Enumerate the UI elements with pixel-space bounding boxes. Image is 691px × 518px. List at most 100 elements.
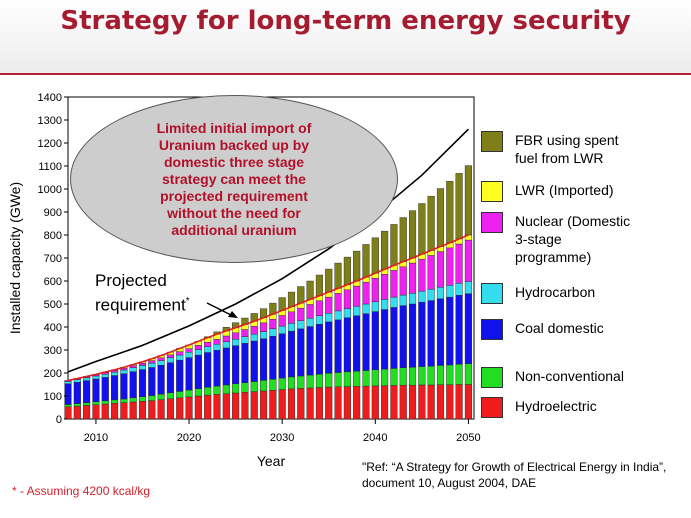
bar-segment	[353, 306, 361, 316]
bar-segment	[297, 307, 305, 321]
bar-segment	[176, 391, 184, 399]
y-tick-label: 1100	[38, 161, 62, 173]
bar-segment	[213, 344, 221, 351]
bar-segment	[166, 362, 174, 393]
bar-segment	[259, 380, 268, 392]
bar-segment	[232, 383, 240, 394]
bar-segment	[101, 373, 109, 378]
bar-segment	[446, 364, 454, 385]
bar-segment	[241, 382, 249, 393]
legend-swatch	[481, 367, 503, 388]
legend-item: Nuclear (Domestic 3-stage programme)	[481, 212, 630, 266]
y-tick-label: 700	[44, 253, 62, 265]
bar-segment	[362, 303, 370, 314]
bar-segment	[166, 354, 174, 359]
y-tick-label: 500	[44, 299, 62, 311]
bar-segment	[83, 405, 91, 420]
legend-item: LWR (Imported)	[481, 181, 614, 202]
bar-segment	[185, 389, 193, 398]
bar-segment	[408, 367, 417, 386]
y-tick-label: 0	[56, 414, 62, 426]
bar-segment	[418, 203, 426, 255]
bar-segment	[92, 401, 100, 405]
bar-segment	[204, 387, 212, 396]
projected-requirement-text: Projected requirement	[95, 271, 186, 315]
bar-segment	[92, 378, 100, 402]
bar-segment	[436, 287, 445, 299]
bar-segment	[157, 393, 165, 400]
bar-segment	[353, 370, 361, 387]
bar-segment	[185, 348, 193, 353]
bar-segment	[408, 303, 417, 368]
bar-segment	[399, 384, 407, 420]
bar-segment	[455, 384, 463, 420]
bar-segment	[64, 383, 72, 405]
bar-segment	[315, 300, 323, 316]
bar-segment	[325, 321, 333, 374]
y-tick-label: 100	[44, 391, 62, 403]
bar-segment	[83, 402, 91, 406]
y-tick-label: 1400	[38, 92, 62, 104]
bar-segment	[371, 311, 379, 370]
bar-segment	[148, 400, 156, 420]
bar-segment	[157, 360, 165, 366]
bar-segment	[111, 399, 119, 404]
bar-segment	[269, 336, 277, 380]
bar-segment	[297, 286, 305, 304]
legend-item: FBR using spent fuel from LWR	[481, 131, 619, 167]
bar-segment	[446, 180, 454, 244]
bar-segment	[213, 394, 221, 420]
bar-segment	[129, 397, 137, 403]
bar-segment	[129, 401, 137, 420]
bar-segment	[427, 300, 435, 367]
bar-segment	[278, 389, 286, 420]
bar-segment	[455, 243, 463, 284]
bar-segment	[325, 312, 333, 323]
bar-segment	[287, 311, 296, 324]
bar-segment	[120, 373, 128, 400]
bar-segment	[371, 278, 379, 302]
bar-segment	[325, 296, 333, 314]
bar-segment	[101, 400, 109, 405]
bar-segment	[232, 338, 240, 346]
bar-segment	[446, 296, 454, 366]
projected-requirement-label: Projected requirement*	[95, 270, 190, 316]
bar-segment	[418, 301, 426, 367]
bar-segment	[381, 274, 389, 300]
bar-segment	[269, 379, 277, 391]
bar-segment	[334, 319, 342, 373]
bar-segment	[250, 326, 258, 335]
x-tick-label: 2040	[363, 432, 387, 444]
bar-segment	[464, 363, 472, 385]
bar-segment	[343, 289, 351, 309]
bar-segment	[390, 307, 398, 369]
bar-segment	[325, 373, 333, 388]
bar-segment	[297, 388, 305, 420]
bar-segment	[381, 230, 389, 270]
bar-segment	[101, 403, 109, 420]
bar-segment	[73, 379, 81, 383]
legend-label: Non-conventional	[515, 368, 624, 384]
bar-segment	[446, 285, 454, 298]
legend-swatch	[481, 319, 503, 340]
bar-segment	[259, 331, 268, 339]
bar-segment	[213, 385, 221, 395]
bar-segment	[436, 365, 445, 385]
bar-segment	[194, 349, 202, 356]
bar-segment	[278, 333, 286, 379]
x-tick-label: 2010	[84, 432, 108, 444]
bar-segment	[232, 332, 240, 340]
x-tick-label: 2030	[270, 432, 294, 444]
bar-segment	[334, 386, 342, 420]
bar-segment	[306, 387, 314, 420]
bar-segment	[157, 364, 165, 395]
bar-segment	[185, 352, 193, 358]
bar-segment	[371, 385, 379, 420]
bar-segment	[306, 326, 314, 376]
slide-title: Strategy for long-term energy security	[60, 6, 631, 36]
bar-segment	[464, 384, 472, 420]
footnote: * - Assuming 4200 kcal/kg	[12, 484, 151, 498]
strategy-callout: Limited initial import of Uranium backed…	[70, 95, 398, 263]
y-tick-label: 400	[44, 322, 62, 334]
x-tick-label: 2050	[456, 432, 480, 444]
